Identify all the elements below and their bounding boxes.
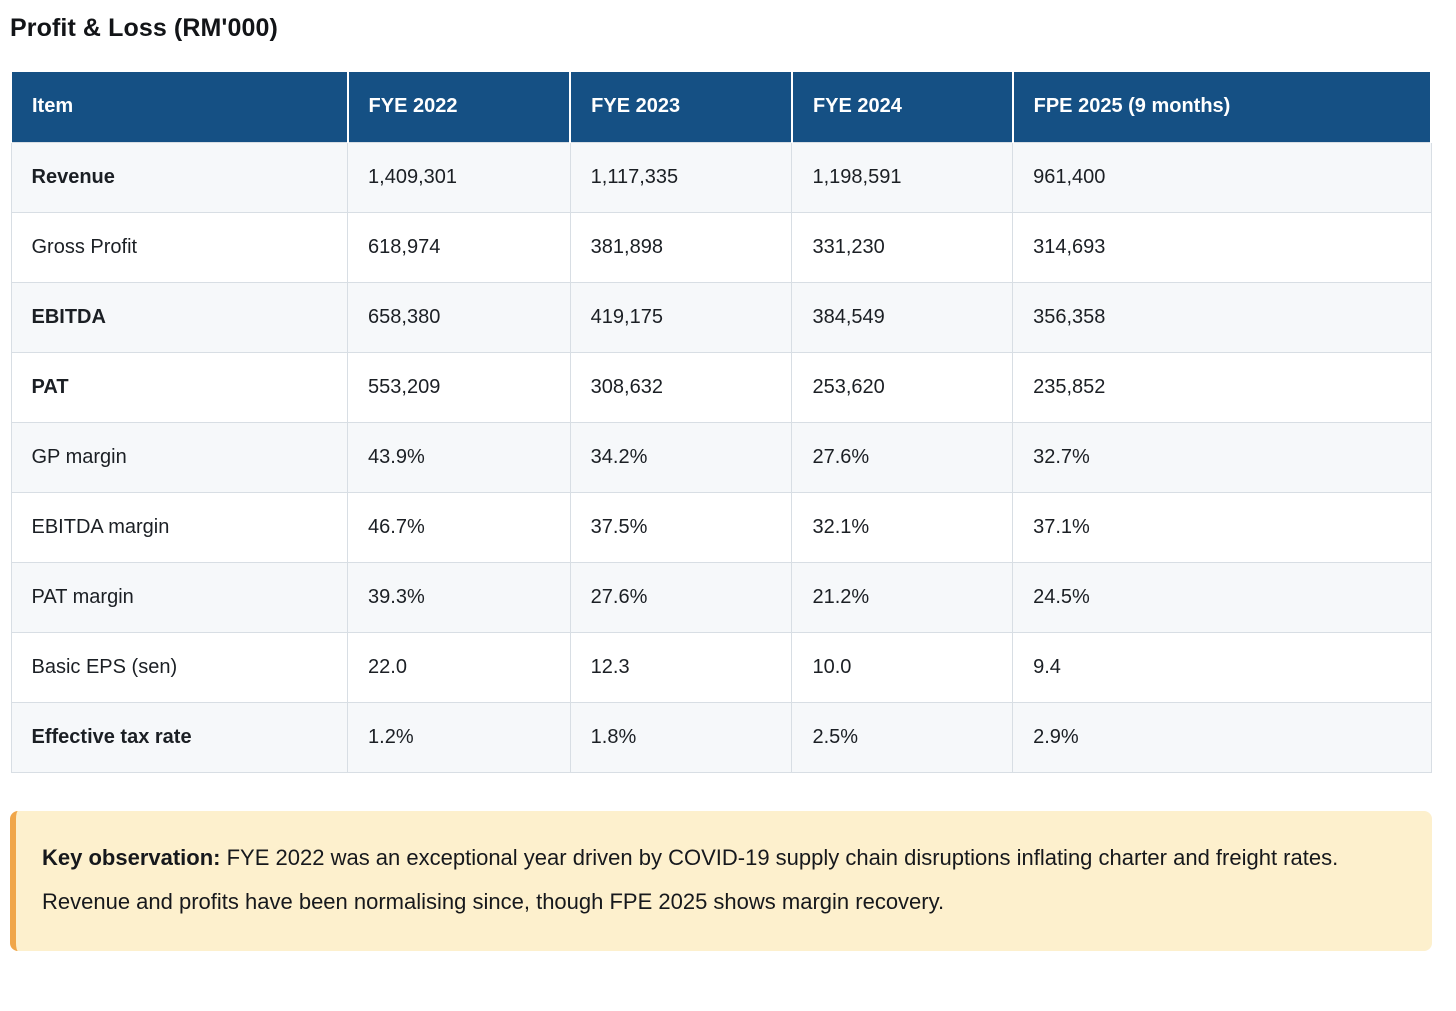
table-row-basic-eps: Basic EPS (sen) 22.0 12.3 10.0 9.4 [10, 631, 1432, 703]
cell-value: 21.2% [791, 561, 1014, 633]
cell-value: 553,209 [347, 351, 571, 423]
key-observation-label: Key observation: [42, 844, 221, 870]
column-header-fye2022: FYE 2022 [346, 72, 572, 142]
table-row-gp-margin: GP margin 43.9% 34.2% 27.6% 32.7% [10, 421, 1432, 493]
cell-value: 1,409,301 [347, 141, 571, 213]
table-row-gross-profit: Gross Profit 618,974 381,898 331,230 314… [10, 211, 1432, 283]
cell-value: 1.8% [569, 701, 793, 773]
cell-value: 1,198,591 [791, 141, 1014, 213]
cell-value: 27.6% [791, 421, 1014, 493]
row-label: EBITDA [10, 281, 349, 353]
cell-value: 253,620 [791, 351, 1014, 423]
cell-value: 10.0 [791, 631, 1014, 703]
table-row-ebitda: EBITDA 658,380 419,175 384,549 356,358 [10, 281, 1432, 353]
cell-value: 961,400 [1012, 141, 1432, 213]
row-label: PAT margin [10, 561, 349, 633]
cell-value: 658,380 [347, 281, 571, 353]
row-label: Revenue [10, 141, 349, 213]
cell-value: 384,549 [791, 281, 1014, 353]
column-header-fpe2025: FPE 2025 (9 months) [1011, 72, 1433, 142]
table-row-ebitda-margin: EBITDA margin 46.7% 37.5% 32.1% 37.1% [10, 491, 1432, 563]
column-header-item: Item [10, 72, 349, 142]
cell-value: 32.1% [791, 491, 1014, 563]
cell-value: 37.1% [1012, 491, 1432, 563]
cell-value: 22.0 [347, 631, 571, 703]
cell-value: 1.2% [347, 701, 571, 773]
cell-value: 381,898 [569, 211, 793, 283]
row-label: EBITDA margin [10, 491, 349, 563]
table-row-revenue: Revenue 1,409,301 1,117,335 1,198,591 96… [10, 141, 1432, 213]
cell-value: 9.4 [1012, 631, 1432, 703]
cell-value: 39.3% [347, 561, 571, 633]
table-row-pat-margin: PAT margin 39.3% 27.6% 21.2% 24.5% [10, 561, 1432, 633]
page-title: Profit & Loss (RM'000) [10, 14, 278, 42]
table-header-row: Item FYE 2022 FYE 2023 FYE 2024 FPE 2025… [10, 72, 1433, 142]
key-observation-text: FYE 2022 was an exceptional year driven … [42, 844, 1339, 914]
cell-value: 2.5% [791, 701, 1014, 773]
cell-value: 37.5% [569, 491, 793, 563]
cell-value: 12.3 [569, 631, 793, 703]
cell-value: 27.6% [569, 561, 793, 633]
cell-value: 43.9% [347, 421, 571, 493]
column-header-fye2024: FYE 2024 [790, 72, 1014, 142]
row-label: Basic EPS (sen) [10, 631, 349, 703]
cell-value: 32.7% [1012, 421, 1432, 493]
cell-value: 2.9% [1012, 701, 1432, 773]
cell-value: 34.2% [569, 421, 793, 493]
cell-value: 46.7% [347, 491, 571, 563]
key-observation-callout: Key observation: FYE 2022 was an excepti… [10, 810, 1432, 951]
cell-value: 331,230 [791, 211, 1014, 283]
row-label: Effective tax rate [10, 701, 349, 773]
cell-value: 235,852 [1012, 351, 1432, 423]
table-row-effective-tax-rate: Effective tax rate 1.2% 1.8% 2.5% 2.9% [10, 701, 1432, 773]
profit-loss-table: Item FYE 2022 FYE 2023 FYE 2024 FPE 2025… [10, 72, 1433, 773]
column-header-fye2023: FYE 2023 [569, 72, 793, 142]
cell-value: 308,632 [569, 351, 793, 423]
row-label: GP margin [10, 421, 349, 493]
row-label: Gross Profit [10, 211, 349, 283]
cell-value: 1,117,335 [569, 141, 793, 213]
cell-value: 618,974 [347, 211, 571, 283]
cell-value: 314,693 [1012, 211, 1432, 283]
table-row-pat: PAT 553,209 308,632 253,620 235,852 [10, 351, 1432, 423]
cell-value: 356,358 [1012, 281, 1432, 353]
cell-value: 24.5% [1012, 561, 1432, 633]
row-label: PAT [10, 351, 349, 423]
cell-value: 419,175 [569, 281, 793, 353]
